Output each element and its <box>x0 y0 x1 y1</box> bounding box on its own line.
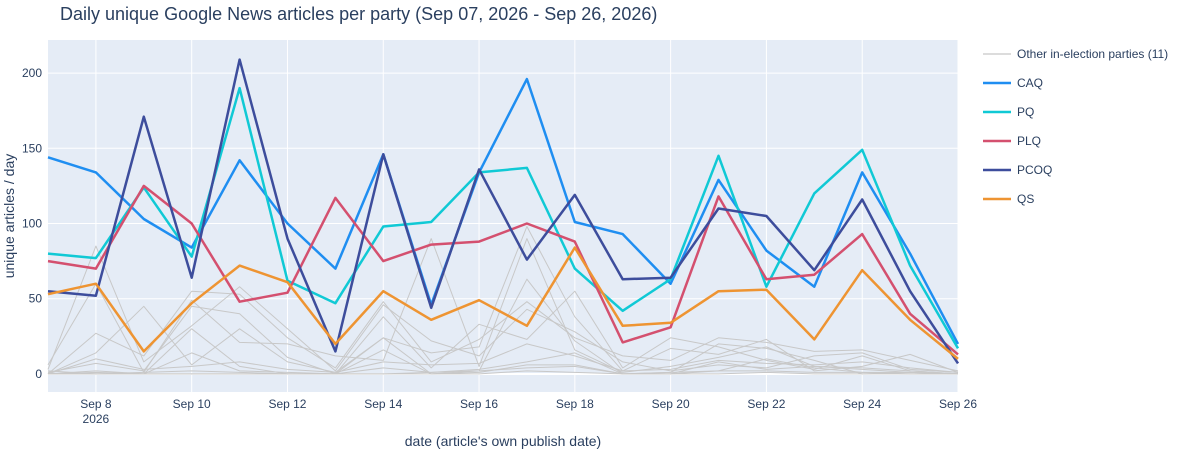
other-party-line-11 <box>47 370 958 375</box>
series-line-qs <box>47 246 959 360</box>
y-tick-label: 200 <box>22 66 42 80</box>
x-tick-label: Sep 18 <box>556 397 594 411</box>
other-party-line-1 <box>47 290 959 375</box>
x-tick-label: Sep 24 <box>843 397 881 411</box>
other-party-line-7 <box>47 278 959 375</box>
legend-label: PLQ <box>1017 134 1041 148</box>
legend-label: QS <box>1017 192 1034 206</box>
legend-label: Other in-election parties (11) <box>1017 47 1168 61</box>
x-tick-label: Sep 20 <box>652 397 690 411</box>
legend-item-other-parties[interactable]: Other in-election parties (11) <box>983 47 1168 61</box>
chart-title: Daily unique Google News articles per pa… <box>60 4 658 24</box>
x-tick-label: Sep 26 <box>939 397 977 411</box>
x-tick-label: Sep 8 <box>80 397 112 411</box>
series-line-pcoq <box>47 58 960 365</box>
legend[interactable]: Other in-election parties (11) CAQ PQ PLQ PC… <box>983 47 1168 206</box>
x-tick-label: Sep 14 <box>364 397 402 411</box>
legend-item-plq[interactable]: PLQ <box>983 134 1041 148</box>
x-axis-title: date (article's own publish date) <box>405 433 601 449</box>
series-line-pq <box>47 86 960 350</box>
y-axis-title: unique articles / day <box>1 154 17 279</box>
other-party-line-6 <box>47 343 959 375</box>
legend-label: PCOQ <box>1017 163 1052 177</box>
legend-item-pcoq[interactable]: PCOQ <box>983 163 1052 177</box>
y-tick-labels: 0 50 100 150 200 <box>22 66 42 381</box>
legend-item-qs[interactable]: QS <box>983 192 1034 206</box>
other-party-line-5 <box>47 238 959 375</box>
legend-label: PQ <box>1017 105 1034 119</box>
y-tick-label: 150 <box>22 141 42 155</box>
party-lines <box>47 58 960 365</box>
y-tick-label: 100 <box>22 217 42 231</box>
other-party-line-3 <box>47 226 959 375</box>
other-party-lines <box>47 226 959 375</box>
legend-item-pq[interactable]: PQ <box>983 105 1034 119</box>
y-tick-label: 0 <box>35 367 42 381</box>
x-tick-label: Sep 12 <box>268 397 306 411</box>
x-tick-sublabel: 2026 <box>83 412 110 426</box>
x-tick-label: Sep 10 <box>173 397 211 411</box>
legend-label: CAQ <box>1017 76 1043 90</box>
x-tick-label: Sep 22 <box>747 397 785 411</box>
other-party-line-10 <box>48 365 958 375</box>
x-tick-label: Sep 16 <box>460 397 498 411</box>
legend-item-caq[interactable]: CAQ <box>983 76 1043 90</box>
y-tick-label: 50 <box>29 292 43 306</box>
